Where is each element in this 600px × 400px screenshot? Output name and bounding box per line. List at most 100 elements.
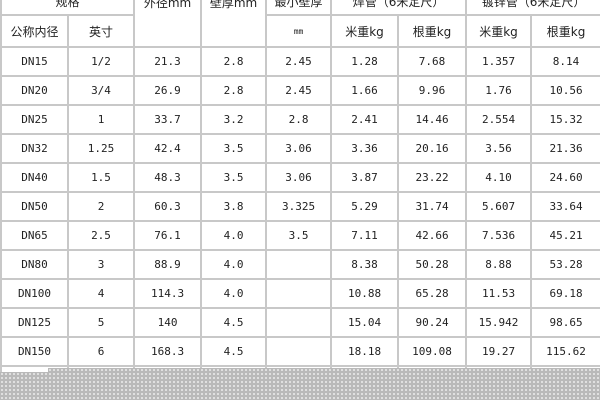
cell-weld-per-meter: 15.04 <box>330 307 400 338</box>
cell-galv-per-meter: 4.10 <box>465 162 533 193</box>
cell-wall-thickness: 3.2 <box>200 104 268 135</box>
cell-wall-thickness: 3.5 <box>200 133 268 164</box>
cell-galv-per-meter: 19.27 <box>465 336 533 367</box>
cell-galv-per-meter: 5.607 <box>465 191 533 222</box>
cell-outer-diameter: 60.3 <box>133 191 203 222</box>
cell-min-wall-thickness: 2.8 <box>265 104 333 135</box>
cell-galv-per-meter: 2.554 <box>465 104 533 135</box>
table-row: DN25 1 33.7 3.2 2.8 2.41 14.46 2.554 15.32 <box>0 104 600 135</box>
cell-weld-per-piece: 20.16 <box>397 133 468 164</box>
cell-outer-diameter: 168.3 <box>133 336 203 367</box>
cell-weld-per-piece: 90.24 <box>397 307 468 338</box>
cell-galv-per-piece: 53.28 <box>530 249 600 280</box>
cell-outer-diameter: 21.3 <box>133 46 203 77</box>
cell-weld-per-piece: 31.74 <box>397 191 468 222</box>
cell-weld-per-meter: 18.18 <box>330 336 400 367</box>
header-row-2: 公称内径 英寸 mm 米重kg 根重kg 米重kg 根重kg <box>0 14 600 48</box>
dotted-overlay <box>48 368 600 374</box>
header-wall-thickness: 壁厚mm <box>200 0 268 48</box>
cell-outer-diameter: 33.7 <box>133 104 203 135</box>
table-row: DN20 3/4 26.9 2.8 2.45 1.66 9.96 1.76 10.56 <box>0 75 600 106</box>
cell-inch: 5 <box>66 307 136 338</box>
cell-outer-diameter: 42.4 <box>133 133 203 164</box>
cell-inch: 3 <box>66 249 136 280</box>
cell-galv-per-piece: 10.56 <box>530 75 600 106</box>
cell-galv-per-piece: 15.32 <box>530 104 600 135</box>
cell-inch: 1.25 <box>66 133 136 164</box>
header-nominal-diameter: 公称内径 <box>0 14 69 48</box>
cell-galv-per-piece: 33.64 <box>530 191 600 222</box>
table-row: DN15 1/2 21.3 2.8 2.45 1.28 7.68 1.357 8.14 <box>0 46 600 77</box>
table-row: DN65 2.5 76.1 4.0 3.5 7.11 42.66 7.536 45.21 <box>0 220 600 251</box>
cell-galv-per-meter: 15.942 <box>465 307 533 338</box>
cell-nominal-diameter: DN125 <box>0 307 69 338</box>
cell-nominal-diameter: DN25 <box>0 104 69 135</box>
header-min-wall-unit: mm <box>265 14 333 48</box>
dotted-overlay <box>0 372 600 400</box>
cell-wall-thickness: 2.8 <box>200 46 268 77</box>
header-galvanized-pipe: 镀锌管（6米定尺） <box>465 0 600 16</box>
header-inch: 英寸 <box>66 14 136 48</box>
cell-min-wall-thickness: 2.45 <box>265 75 333 106</box>
cell-min-wall-thickness: 3.5 <box>265 220 333 251</box>
header-welded-pipe: 焊管（6米定尺） <box>330 0 468 16</box>
cell-weld-per-meter: 5.29 <box>330 191 400 222</box>
cell-nominal-diameter: DN32 <box>0 133 69 164</box>
table-row: DN32 1.25 42.4 3.5 3.06 3.36 20.16 3.56 21.36 <box>0 133 600 164</box>
cell-inch: 2 <box>66 191 136 222</box>
cell-galv-per-piece: 45.21 <box>530 220 600 251</box>
cell-outer-diameter: 88.9 <box>133 249 203 280</box>
cell-galv-per-meter: 1.76 <box>465 75 533 106</box>
cell-outer-diameter: 26.9 <box>133 75 203 106</box>
cell-min-wall-thickness: 3.325 <box>265 191 333 222</box>
cell-nominal-diameter: DN50 <box>0 191 69 222</box>
cell-inch: 1.5 <box>66 162 136 193</box>
cell-wall-thickness: 2.8 <box>200 75 268 106</box>
cell-min-wall-thickness <box>265 307 333 338</box>
cell-weld-per-meter: 10.88 <box>330 278 400 309</box>
cell-weld-per-meter: 2.41 <box>330 104 400 135</box>
cell-weld-per-piece: 23.22 <box>397 162 468 193</box>
cell-weld-per-meter: 1.66 <box>330 75 400 106</box>
cell-weld-per-piece: 9.96 <box>397 75 468 106</box>
cell-weld-per-piece: 50.28 <box>397 249 468 280</box>
cell-min-wall-thickness <box>265 249 333 280</box>
cell-galv-per-meter: 7.536 <box>465 220 533 251</box>
cell-outer-diameter: 48.3 <box>133 162 203 193</box>
cell-weld-per-meter: 3.87 <box>330 162 400 193</box>
table-row: DN50 2 60.3 3.8 3.325 5.29 31.74 5.607 33.64 <box>0 191 600 222</box>
cell-weld-per-meter: 7.11 <box>330 220 400 251</box>
cell-min-wall-thickness: 3.06 <box>265 162 333 193</box>
cell-galv-per-piece: 115.62 <box>530 336 600 367</box>
cell-wall-thickness: 4.0 <box>200 249 268 280</box>
header-galv-per-meter: 米重kg <box>465 14 533 48</box>
table-row: DN40 1.5 48.3 3.5 3.06 3.87 23.22 4.10 24.60 <box>0 162 600 193</box>
cell-wall-thickness: 4.0 <box>200 278 268 309</box>
cell-min-wall-thickness <box>265 278 333 309</box>
header-weld-per-piece: 根重kg <box>397 14 468 48</box>
cell-wall-thickness: 4.5 <box>200 336 268 367</box>
cell-min-wall-thickness <box>265 336 333 367</box>
cell-galv-per-piece: 8.14 <box>530 46 600 77</box>
cell-min-wall-thickness: 3.06 <box>265 133 333 164</box>
cell-galv-per-meter: 11.53 <box>465 278 533 309</box>
cell-wall-thickness: 4.5 <box>200 307 268 338</box>
cell-outer-diameter: 114.3 <box>133 278 203 309</box>
cell-weld-per-meter: 1.28 <box>330 46 400 77</box>
table-row: DN80 3 88.9 4.0 8.38 50.28 8.88 53.28 <box>0 249 600 280</box>
cell-wall-thickness: 3.8 <box>200 191 268 222</box>
cell-nominal-diameter: DN15 <box>0 46 69 77</box>
cell-weld-per-meter: 8.38 <box>330 249 400 280</box>
cell-inch: 6 <box>66 336 136 367</box>
cell-inch: 3/4 <box>66 75 136 106</box>
cell-nominal-diameter: DN100 <box>0 278 69 309</box>
cell-nominal-diameter: DN40 <box>0 162 69 193</box>
cell-nominal-diameter: DN20 <box>0 75 69 106</box>
cell-outer-diameter: 140 <box>133 307 203 338</box>
cell-wall-thickness: 4.0 <box>200 220 268 251</box>
cell-wall-thickness: 3.5 <box>200 162 268 193</box>
cell-weld-per-piece: 14.46 <box>397 104 468 135</box>
header-outer-diameter: 外径mm <box>133 0 203 48</box>
cell-galv-per-piece: 24.60 <box>530 162 600 193</box>
cell-galv-per-piece: 69.18 <box>530 278 600 309</box>
